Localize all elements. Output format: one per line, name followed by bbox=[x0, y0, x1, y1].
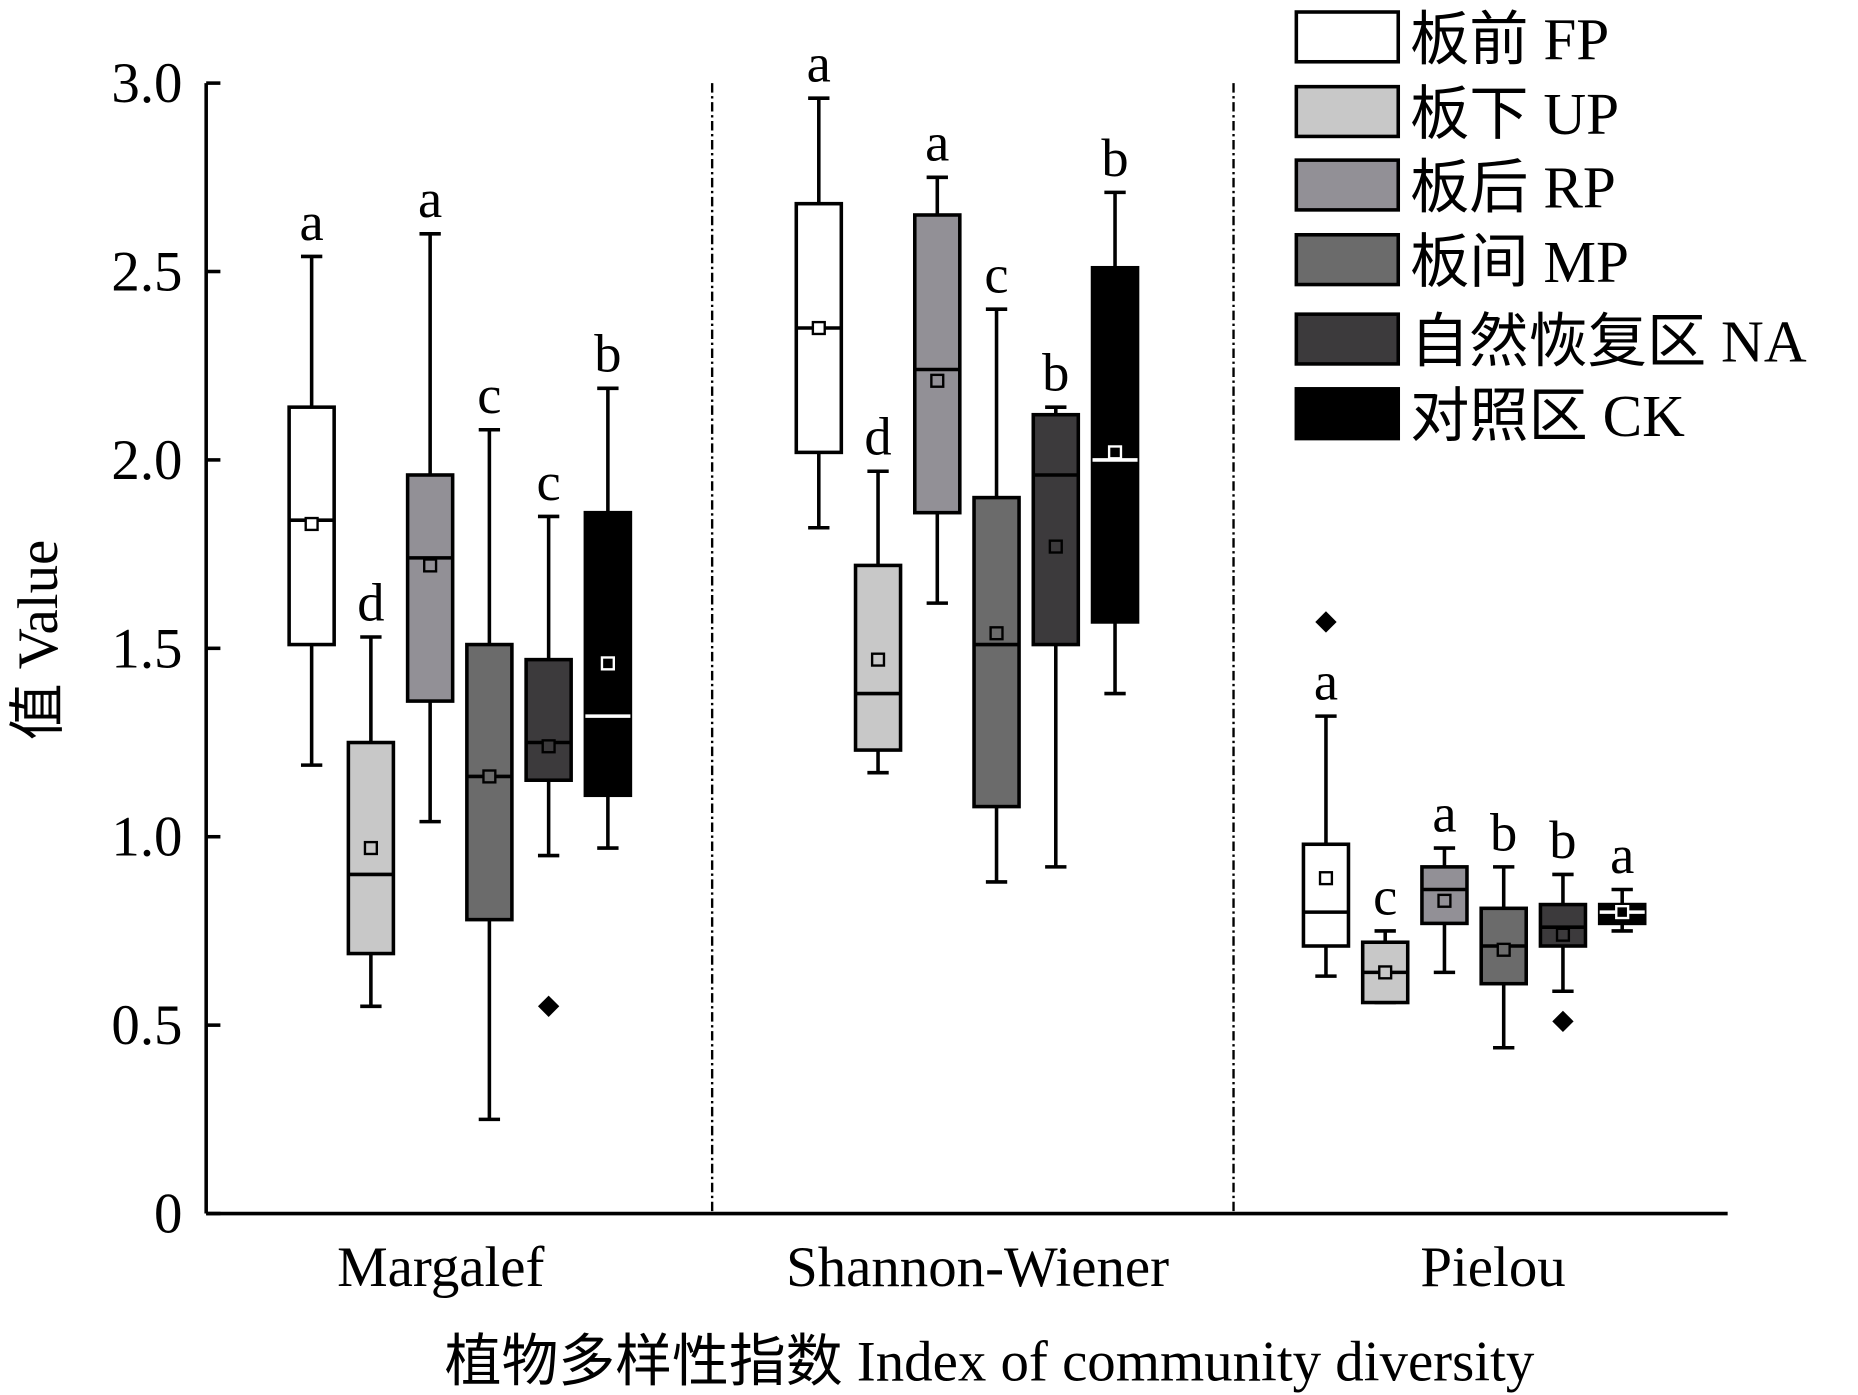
significance-letter: a bbox=[1610, 824, 1634, 885]
y-tick-label: 2.5 bbox=[111, 240, 182, 303]
iqr-box bbox=[1301, 842, 1351, 948]
box-pielou-5: a bbox=[1597, 824, 1647, 933]
significance-letter: c bbox=[537, 451, 561, 512]
significance-letter: a bbox=[1314, 651, 1338, 712]
box-margalef-0: a bbox=[287, 191, 336, 767]
outlier-point bbox=[537, 995, 560, 1017]
significance-letter: d bbox=[864, 406, 891, 467]
legend-label: 板后 RP bbox=[1410, 155, 1616, 221]
box-shannon-wiener-4: b bbox=[1031, 342, 1081, 869]
mean-marker bbox=[811, 320, 826, 336]
box-margalef-4: c bbox=[524, 451, 573, 1017]
legend: 板前 FP 板下 UP 板后 RP 板间 MP 自然恢复区 NA 对照区 CK bbox=[1294, 6, 1807, 449]
box-shannon-wiener-3: c bbox=[972, 244, 1021, 884]
legend-label: 板下 UP bbox=[1410, 81, 1619, 147]
mean-marker bbox=[1107, 445, 1123, 460]
legend-label: 对照区 CK bbox=[1410, 383, 1685, 449]
y-tick-label: 1.5 bbox=[111, 617, 182, 680]
box-margalef-3: c bbox=[465, 364, 514, 1122]
significance-letter: a bbox=[925, 112, 949, 173]
mean-marker bbox=[1615, 904, 1630, 920]
significance-letter: a bbox=[1432, 782, 1456, 843]
x-axis-label: 植物多样性指数 Index of community diversity bbox=[445, 1331, 1535, 1394]
significance-letter: b bbox=[594, 323, 621, 384]
mean-marker bbox=[1048, 539, 1063, 554]
y-tick-label: 1.0 bbox=[111, 806, 182, 869]
significance-letter: a bbox=[418, 168, 442, 229]
x-tick-label: Pielou bbox=[1420, 1236, 1565, 1299]
iqr-box bbox=[524, 657, 573, 782]
mean-marker bbox=[304, 516, 319, 532]
box-shannon-wiener-1: d bbox=[853, 406, 903, 775]
box-pielou-4: b bbox=[1538, 809, 1588, 1033]
significance-letter: d bbox=[357, 571, 384, 632]
legend-swatch bbox=[1294, 10, 1401, 64]
mean-marker bbox=[1555, 927, 1571, 942]
mean-marker bbox=[989, 626, 1004, 641]
box-pielou-0: a bbox=[1301, 611, 1351, 978]
significance-letter: b bbox=[1101, 127, 1128, 188]
y-tick-label: 0 bbox=[154, 1183, 182, 1246]
y-tick-label: 0.5 bbox=[111, 994, 182, 1057]
iqr-box bbox=[1031, 412, 1081, 647]
mean-marker bbox=[482, 769, 497, 784]
legend-label: 板间 MP bbox=[1410, 229, 1629, 295]
legend-swatch bbox=[1294, 84, 1401, 139]
significance-letter: c bbox=[1373, 865, 1397, 926]
y-tick-label: 2.0 bbox=[111, 429, 182, 492]
significance-letter: b bbox=[1549, 809, 1576, 870]
mean-marker bbox=[363, 840, 378, 856]
box-margalef-2: a bbox=[405, 168, 455, 824]
significance-letter: a bbox=[807, 33, 831, 94]
box-pielou-1: c bbox=[1360, 865, 1410, 1005]
box-shannon-wiener-0: a bbox=[794, 33, 844, 530]
significance-letter: b bbox=[1490, 801, 1517, 862]
legend-swatch bbox=[1294, 158, 1401, 212]
box-margalef-5: b bbox=[583, 323, 633, 850]
mean-marker bbox=[1378, 965, 1393, 980]
mean-marker bbox=[1318, 871, 1334, 886]
iqr-box bbox=[405, 473, 455, 703]
x-tick-label: Shannon-Wiener bbox=[786, 1236, 1169, 1299]
iqr-box bbox=[346, 740, 396, 956]
mean-marker bbox=[423, 558, 438, 573]
legend-swatch bbox=[1294, 312, 1401, 366]
box-margalef-1: d bbox=[346, 571, 396, 1009]
mean-marker bbox=[870, 652, 886, 667]
box-pielou-2: a bbox=[1420, 782, 1469, 975]
significance-letter: c bbox=[984, 244, 1008, 305]
y-tick-label: 3.0 bbox=[111, 52, 182, 115]
legend-label: 板前 FP bbox=[1410, 6, 1609, 72]
x-tick-label: Margalef bbox=[337, 1236, 544, 1299]
iqr-box bbox=[583, 510, 633, 798]
significance-letter: b bbox=[1042, 342, 1069, 403]
mean-marker bbox=[541, 739, 556, 754]
mean-marker bbox=[930, 373, 945, 388]
significance-letter: a bbox=[300, 191, 324, 252]
box-shannon-wiener-2: a bbox=[913, 112, 962, 605]
mean-marker bbox=[1496, 942, 1511, 957]
mean-marker bbox=[600, 656, 615, 671]
legend-label: 自然恢复区 NA bbox=[1410, 309, 1807, 375]
box-pielou-3: b bbox=[1479, 801, 1528, 1050]
iqr-box bbox=[913, 213, 962, 515]
axes: 0 0.5 1.0 1.5 2.0 2.5 3.0 Margalef Shannon-Wiene… bbox=[111, 52, 1728, 1299]
y-axis-label: 值 Value bbox=[7, 540, 70, 741]
outlier-point bbox=[1552, 1010, 1574, 1033]
legend-swatch bbox=[1294, 233, 1401, 287]
iqr-box bbox=[972, 495, 1021, 809]
legend-swatch bbox=[1294, 387, 1401, 441]
box-shannon-wiener-5: b bbox=[1090, 127, 1140, 696]
outlier-point bbox=[1315, 611, 1337, 633]
significance-letter: c bbox=[477, 364, 501, 425]
mean-marker bbox=[1437, 893, 1452, 908]
iqr-box bbox=[1090, 265, 1140, 624]
